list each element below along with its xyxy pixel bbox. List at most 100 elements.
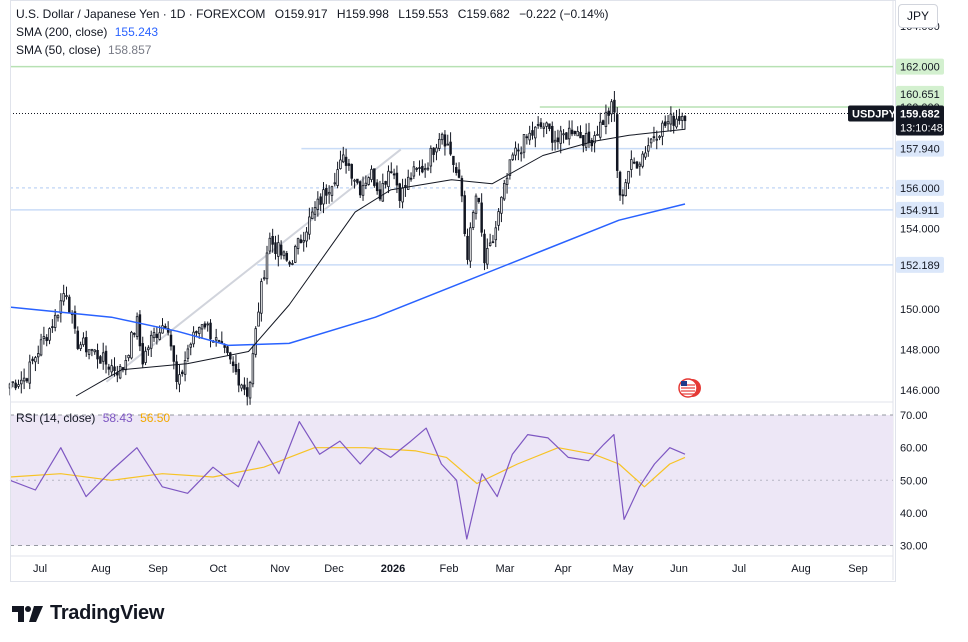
candle-body bbox=[390, 171, 393, 174]
ohlc-change: −0.222 (−0.14%) bbox=[519, 7, 609, 21]
candle-body bbox=[607, 110, 610, 116]
candle-body bbox=[288, 261, 291, 265]
candle-body bbox=[680, 115, 684, 121]
candle-body bbox=[203, 323, 207, 328]
sma50-label: SMA (50, close) bbox=[16, 43, 101, 57]
candle-body bbox=[466, 235, 469, 260]
candle-body bbox=[113, 366, 116, 372]
level-label-0: 162.000 bbox=[900, 62, 940, 74]
candle-body bbox=[147, 347, 150, 351]
candle-body bbox=[344, 156, 348, 166]
ohlc-low-label: L bbox=[398, 7, 405, 21]
tradingview-logo[interactable]: TradingView bbox=[12, 600, 164, 626]
candle-body bbox=[663, 121, 667, 126]
candle-body bbox=[409, 177, 413, 180]
level-label-bg-1 bbox=[896, 85, 944, 102]
candle-body bbox=[214, 337, 218, 341]
candle-body bbox=[260, 281, 263, 314]
candle-body bbox=[378, 189, 382, 200]
candle-body bbox=[14, 382, 17, 389]
time-tick-9: Apr bbox=[554, 563, 571, 575]
candle-body bbox=[565, 132, 568, 140]
candle-body bbox=[149, 334, 153, 349]
level-label-3: 157.940 bbox=[900, 144, 940, 156]
candle-body bbox=[36, 353, 40, 358]
candle-body bbox=[124, 359, 128, 371]
candle-body bbox=[562, 133, 565, 136]
level-label-bg-5 bbox=[896, 201, 944, 218]
time-tick-4: Nov bbox=[270, 563, 290, 575]
candle-body bbox=[548, 123, 551, 129]
candle-body bbox=[635, 161, 639, 169]
candle-body bbox=[39, 339, 43, 356]
currency-button[interactable]: JPY bbox=[898, 4, 938, 28]
candle-body bbox=[683, 115, 687, 122]
symbol-line: U.S. Dollar / Japanese Yen · 1D · FOREXC… bbox=[16, 7, 266, 21]
candle-body bbox=[570, 129, 574, 135]
sma200-legend[interactable]: SMA (200, close) 155.243 bbox=[16, 24, 158, 40]
candle-body bbox=[387, 170, 390, 187]
symbol-tag-bg bbox=[848, 105, 894, 122]
candle-body bbox=[630, 159, 633, 170]
candle-body bbox=[599, 121, 602, 138]
time-tick-5: Dec bbox=[324, 563, 344, 575]
candle-body bbox=[584, 132, 588, 148]
candle-body bbox=[567, 127, 571, 140]
candle-body bbox=[285, 253, 289, 261]
candle-body bbox=[138, 314, 142, 347]
candle-body bbox=[169, 334, 173, 347]
candle-body bbox=[508, 159, 512, 176]
candle-body bbox=[262, 277, 266, 280]
candle-body bbox=[73, 311, 77, 329]
symbol-legend: U.S. Dollar / Japanese Yen · 1D · FOREXC… bbox=[16, 6, 609, 22]
candle-body bbox=[613, 99, 616, 113]
candle-body bbox=[277, 242, 280, 257]
candle-body bbox=[604, 111, 608, 127]
candle-body bbox=[172, 345, 176, 362]
candle-body bbox=[392, 173, 396, 176]
candle-body bbox=[79, 344, 82, 349]
candle-body bbox=[308, 216, 311, 235]
candle-body bbox=[302, 239, 305, 243]
rsi-tick-4: 30.00 bbox=[900, 540, 928, 552]
candle-body bbox=[319, 196, 322, 205]
rsi-ma-value: 56.50 bbox=[140, 411, 171, 425]
candle-body bbox=[421, 165, 424, 173]
candle-body bbox=[528, 132, 531, 141]
ohlc-close: 159.682 bbox=[466, 7, 510, 21]
rsi-legend[interactable]: RSI (14, close) 58.43 56.50 bbox=[16, 410, 170, 426]
candle-body bbox=[423, 168, 427, 171]
candle-body bbox=[186, 348, 190, 359]
candle-body bbox=[240, 384, 243, 389]
sma50-line bbox=[75, 128, 686, 397]
time-tick-6: 2026 bbox=[381, 563, 405, 575]
candle-body bbox=[457, 169, 461, 178]
last-price-value: 159.682 bbox=[900, 108, 940, 120]
candle-body bbox=[358, 181, 362, 196]
candle-body bbox=[500, 196, 503, 214]
candle-body bbox=[99, 356, 102, 364]
candle-body bbox=[42, 336, 46, 339]
rsi-tick-2: 50.00 bbox=[900, 475, 928, 487]
candle-body bbox=[596, 133, 599, 136]
candle-body bbox=[536, 124, 540, 126]
candle-body bbox=[556, 137, 560, 143]
ohlc-high-label: H bbox=[336, 7, 346, 21]
candle-body bbox=[666, 121, 670, 125]
candle-body bbox=[339, 159, 342, 170]
time-tick-1: Aug bbox=[91, 563, 111, 575]
candle-body bbox=[412, 166, 416, 177]
candle-body bbox=[435, 147, 438, 153]
candle-body bbox=[8, 383, 12, 389]
rsi-label: RSI (14, close) bbox=[16, 411, 96, 425]
candle-body bbox=[638, 163, 642, 167]
time-tick-14: Sep bbox=[848, 563, 868, 575]
candle-body bbox=[254, 328, 257, 355]
candle-body bbox=[45, 337, 48, 342]
candle-body bbox=[559, 130, 562, 144]
candle-body bbox=[279, 244, 283, 256]
candle-body bbox=[525, 136, 529, 139]
sma50-legend[interactable]: SMA (50, close) 158.857 bbox=[16, 42, 151, 58]
time-tick-12: Jul bbox=[732, 563, 746, 575]
